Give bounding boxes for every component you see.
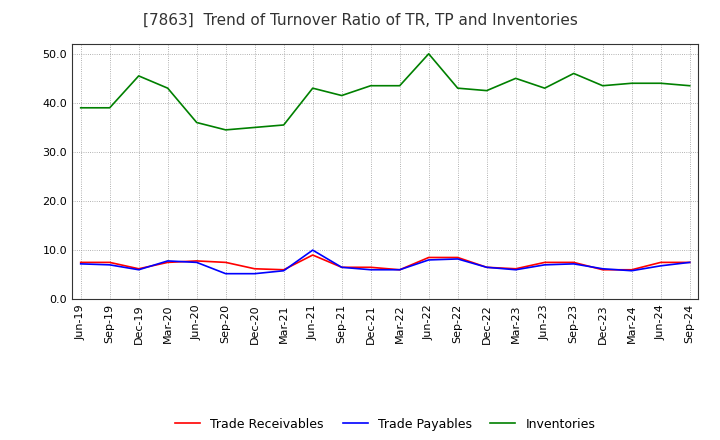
Inventories [338, 93, 346, 98]
Trade Receivables [482, 265, 491, 270]
Trade Receivables [395, 267, 404, 272]
Trade Payables [598, 266, 607, 271]
Trade Receivables [105, 260, 114, 265]
Trade Receivables [338, 265, 346, 270]
Trade Payables [511, 267, 520, 272]
Trade Payables [251, 271, 259, 276]
Trade Payables [366, 267, 375, 272]
Trade Receivables [570, 260, 578, 265]
Trade Payables [541, 262, 549, 268]
Trade Receivables [192, 258, 201, 264]
Trade Payables [657, 263, 665, 268]
Trade Payables [482, 265, 491, 270]
Trade Payables [338, 265, 346, 270]
Trade Payables [454, 257, 462, 262]
Inventories [424, 51, 433, 56]
Inventories [221, 127, 230, 132]
Inventories [366, 83, 375, 88]
Trade Payables [135, 267, 143, 272]
Trade Receivables [657, 260, 665, 265]
Trade Payables [424, 257, 433, 263]
Inventories [627, 81, 636, 86]
Trade Receivables [135, 266, 143, 271]
Inventories [570, 71, 578, 76]
Inventories [482, 88, 491, 93]
Line: Trade Payables: Trade Payables [81, 250, 690, 274]
Trade Receivables [454, 255, 462, 260]
Trade Payables [627, 268, 636, 273]
Trade Receivables [76, 260, 85, 265]
Trade Receivables [541, 260, 549, 265]
Trade Receivables [221, 260, 230, 265]
Inventories [135, 73, 143, 78]
Trade Payables [221, 271, 230, 276]
Trade Receivables [511, 266, 520, 271]
Trade Receivables [279, 267, 288, 272]
Inventories [163, 85, 172, 91]
Trade Receivables [598, 267, 607, 272]
Inventories [76, 105, 85, 110]
Trade Receivables [308, 253, 317, 258]
Trade Payables [685, 260, 694, 265]
Inventories [192, 120, 201, 125]
Trade Payables [570, 261, 578, 267]
Trade Receivables [424, 255, 433, 260]
Inventories [279, 122, 288, 128]
Inventories [251, 125, 259, 130]
Trade Receivables [251, 266, 259, 271]
Inventories [541, 85, 549, 91]
Trade Payables [163, 258, 172, 264]
Inventories [105, 105, 114, 110]
Trade Receivables [685, 260, 694, 265]
Trade Receivables [366, 265, 375, 270]
Trade Receivables [627, 267, 636, 272]
Trade Payables [192, 260, 201, 265]
Inventories [454, 85, 462, 91]
Text: [7863]  Trend of Turnover Ratio of TR, TP and Inventories: [7863] Trend of Turnover Ratio of TR, TP… [143, 13, 577, 28]
Trade Payables [308, 247, 317, 253]
Legend: Trade Receivables, Trade Payables, Inventories: Trade Receivables, Trade Payables, Inven… [170, 413, 600, 436]
Inventories [657, 81, 665, 86]
Trade Payables [105, 262, 114, 268]
Inventories [511, 76, 520, 81]
Inventories [308, 85, 317, 91]
Inventories [395, 83, 404, 88]
Trade Receivables [163, 260, 172, 265]
Line: Trade Receivables: Trade Receivables [81, 255, 690, 270]
Inventories [685, 83, 694, 88]
Trade Payables [76, 261, 85, 267]
Line: Inventories: Inventories [81, 54, 690, 130]
Inventories [598, 83, 607, 88]
Trade Payables [395, 267, 404, 272]
Trade Payables [279, 268, 288, 273]
